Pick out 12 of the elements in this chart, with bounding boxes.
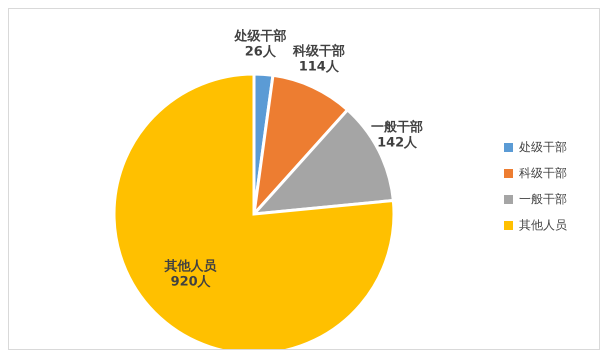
slice-label: 处级干部 [233,28,286,44]
legend-label: 一般干部 [519,191,567,208]
data-label: 142人 [377,135,418,150]
slice-label: 其他人员 [164,259,218,274]
legend-label: 科级干部 [519,165,567,182]
data-label: 114人 [298,60,340,75]
slice-label: 一般干部 [371,118,424,135]
slice-label: 科级干部 [292,43,345,60]
data-label: 26人 [244,44,277,60]
data-label: 920人 [170,274,212,290]
legend-label: 其他人员 [519,217,567,234]
legend-label: 处级干部 [519,139,567,156]
